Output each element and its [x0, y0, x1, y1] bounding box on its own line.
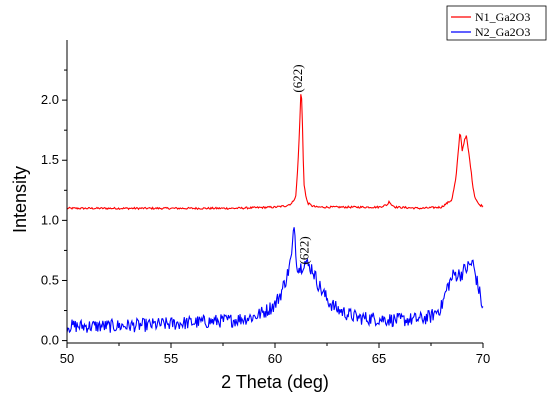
y-tick-label: 0.0: [41, 333, 59, 348]
x-tick-label: 60: [268, 351, 282, 366]
x-tick-label: 70: [476, 351, 490, 366]
y-axis-title: Intensity: [10, 166, 30, 233]
x-axis-title: 2 Theta (deg): [221, 372, 329, 392]
series-line-N1_Ga2O3: [66, 94, 484, 211]
legend-label: N2_Ga2O3: [475, 25, 530, 39]
x-tick-label: 50: [60, 351, 74, 366]
series-line-N2_Ga2O3: [66, 227, 484, 334]
legend-box: [446, 5, 547, 41]
peak-annotation: (622): [290, 64, 305, 92]
annotations: (622) (622): [290, 64, 311, 264]
series-layer: [66, 94, 484, 334]
axes-layer: 50 55 60 65 70 0.0 0.5 1.0 1.5 2.0: [41, 40, 490, 366]
y-tick-label: 1.5: [41, 152, 59, 167]
y-tick-label: 1.0: [41, 212, 59, 227]
y-tick-label: 0.5: [41, 272, 59, 287]
legend-label: N1_Ga2O3: [475, 10, 530, 24]
y-tick-label: 2.0: [41, 92, 59, 107]
peak-annotation: (622): [296, 236, 311, 264]
x-tick-label: 55: [164, 351, 178, 366]
x-tick-label: 65: [372, 351, 386, 366]
